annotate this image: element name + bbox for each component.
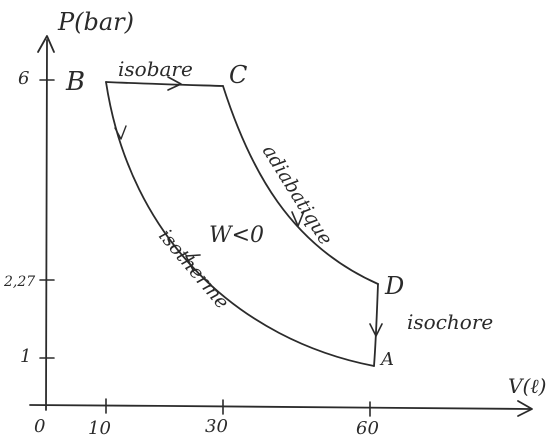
ticks <box>39 79 371 417</box>
x-tick-label-60: 60 <box>356 418 379 439</box>
isochoric-arrow-icon <box>369 323 383 337</box>
axes <box>29 35 533 417</box>
adiabatic-label: adiabatique <box>258 141 337 249</box>
adiabatic-arrow-icon <box>291 210 305 227</box>
y-axis-arrowhead <box>37 35 55 53</box>
isochoric-process-line <box>373 283 379 367</box>
x-tick-label-10: 10 <box>88 418 111 439</box>
y-axis-label: P(bar) <box>57 8 134 36</box>
work-label: W<0 <box>209 223 264 248</box>
isobaric-arrow-icon <box>167 76 182 91</box>
x-axis-arrowhead <box>517 400 533 417</box>
isochoric-label: isochore <box>407 310 493 334</box>
isothermal-arrow-icon-upper <box>114 125 127 140</box>
y-tick-label-1: 1 <box>20 346 31 367</box>
adiabatic-process-curve <box>222 85 379 285</box>
point-label-d: D <box>384 272 404 300</box>
origin-label: 0 <box>34 416 45 437</box>
y-tick-label-2-27: 2,27 <box>3 274 35 290</box>
point-label-c: C <box>229 61 247 89</box>
x-axis-label: V(ℓ) <box>508 374 546 398</box>
isobaric-process-line <box>105 81 224 87</box>
isothermal-process-curve <box>105 81 375 367</box>
y-tick-label-6: 6 <box>18 68 29 89</box>
x-tick-label-30: 30 <box>205 416 228 437</box>
y-axis <box>45 39 48 411</box>
thermodynamic-cycle <box>105 76 383 367</box>
isothermal-arrow-icon <box>185 254 201 271</box>
point-label-a: A <box>379 349 394 370</box>
point-label-b: B <box>65 67 85 97</box>
x-axis <box>29 404 531 410</box>
isobaric-label: isobare <box>118 57 193 81</box>
